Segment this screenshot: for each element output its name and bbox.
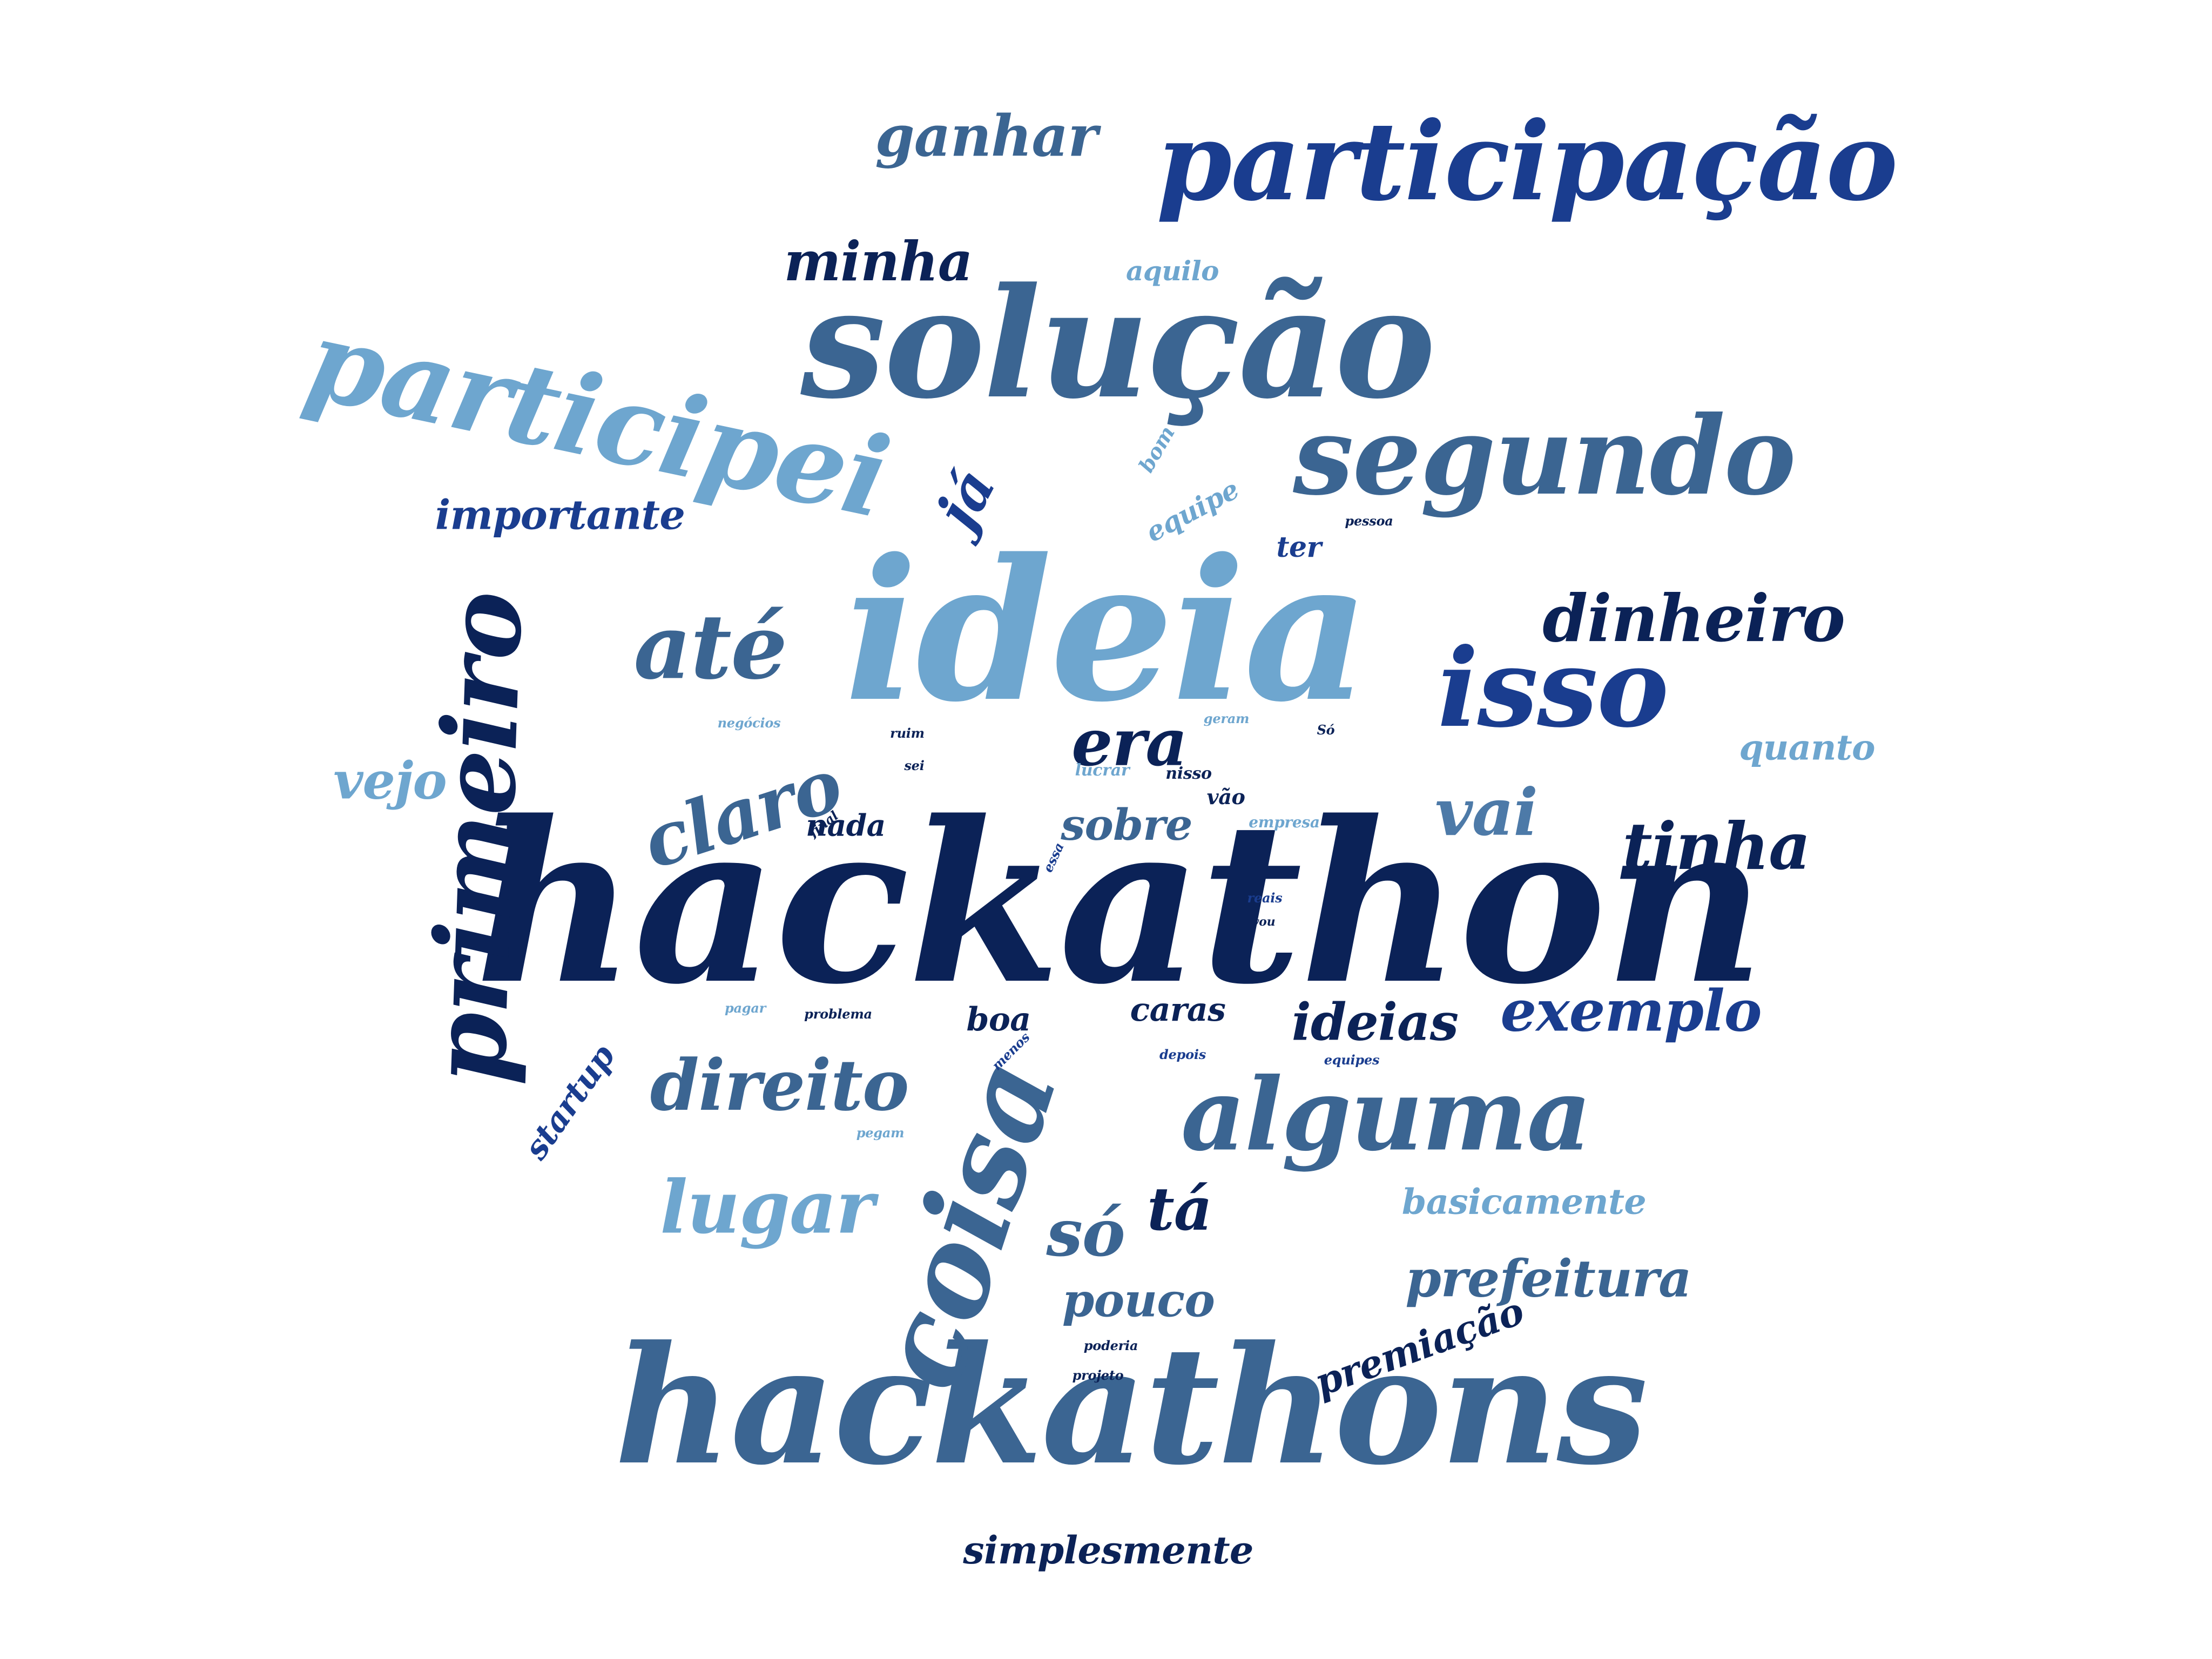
word-equipes: equipes: [1324, 1052, 1380, 1068]
word-simplesmente: simplesmente: [963, 1528, 1253, 1573]
word-lugar: lugar: [660, 1164, 874, 1250]
word-negocios: negócios: [717, 715, 781, 731]
word-geram: geram: [1203, 711, 1250, 726]
word-hackathon: hackathon: [475, 773, 1765, 1033]
word-sei: sei: [904, 758, 925, 773]
word-ideias: ideias: [1291, 992, 1459, 1053]
word-nada: nada: [806, 807, 886, 843]
word-prefeitura: prefeitura: [1405, 1249, 1691, 1309]
word-ganhar: ganhar: [875, 102, 1097, 170]
word-depois: depois: [1159, 1047, 1206, 1062]
word-ta: tá: [1147, 1174, 1212, 1244]
word-lucrar: lucrar: [1075, 761, 1130, 780]
word-problema: problema: [804, 1006, 872, 1022]
word-dinheiro: dinheiro: [1542, 581, 1845, 657]
word-so: só: [1046, 1195, 1125, 1271]
word-so-capital: Só: [1317, 722, 1335, 738]
word-poderia: poderia: [1083, 1338, 1138, 1353]
word-participacao: participação: [1156, 98, 1898, 225]
word-tinha: tinha: [1622, 808, 1810, 885]
word-solucao: solução: [800, 255, 1435, 433]
word-vou: vou: [1252, 915, 1276, 929]
word-reais: reais: [1247, 890, 1283, 906]
word-pagar: pagar: [724, 1000, 766, 1016]
word-primeiro: primeiro: [408, 590, 545, 1087]
word-era: era: [1071, 705, 1188, 781]
word-pessoa: pessoa: [1345, 513, 1393, 529]
word-pouco: pouco: [1062, 1273, 1215, 1328]
word-ter: ter: [1276, 531, 1321, 564]
word-direito: direito: [650, 1044, 909, 1127]
word-ate: até: [633, 594, 787, 699]
word-hackathons: hackathons: [614, 1310, 1648, 1501]
word-ideia: ideia: [844, 516, 1370, 745]
word-isso: isso: [1437, 625, 1669, 752]
word-vai: vai: [1435, 774, 1538, 851]
word-caras: caras: [1130, 991, 1226, 1029]
word-segundo: segundo: [1293, 393, 1796, 520]
word-empresa: empresa: [1249, 813, 1320, 831]
word-vao: vão: [1206, 785, 1245, 809]
word-importante: importante: [435, 491, 685, 539]
word-projeto: projeto: [1072, 1367, 1124, 1383]
word-pegam: pegam: [856, 1125, 905, 1141]
word-quanto: quanto: [1739, 727, 1875, 768]
word-vejo: vejo: [333, 751, 447, 811]
word-sobre: sobre: [1061, 799, 1192, 850]
word-nisso: nisso: [1165, 764, 1212, 783]
word-alguma: alguma: [1181, 1055, 1591, 1174]
word-minha: minha: [784, 230, 973, 293]
word-basicamente: basicamente: [1401, 1181, 1647, 1223]
word-startup: startup: [517, 1038, 623, 1166]
word-aquilo: aquilo: [1125, 255, 1219, 287]
word-ruim: ruim: [890, 725, 925, 741]
word-boa: boa: [966, 1001, 1031, 1038]
word-exemplo: exemplo: [1500, 977, 1762, 1044]
